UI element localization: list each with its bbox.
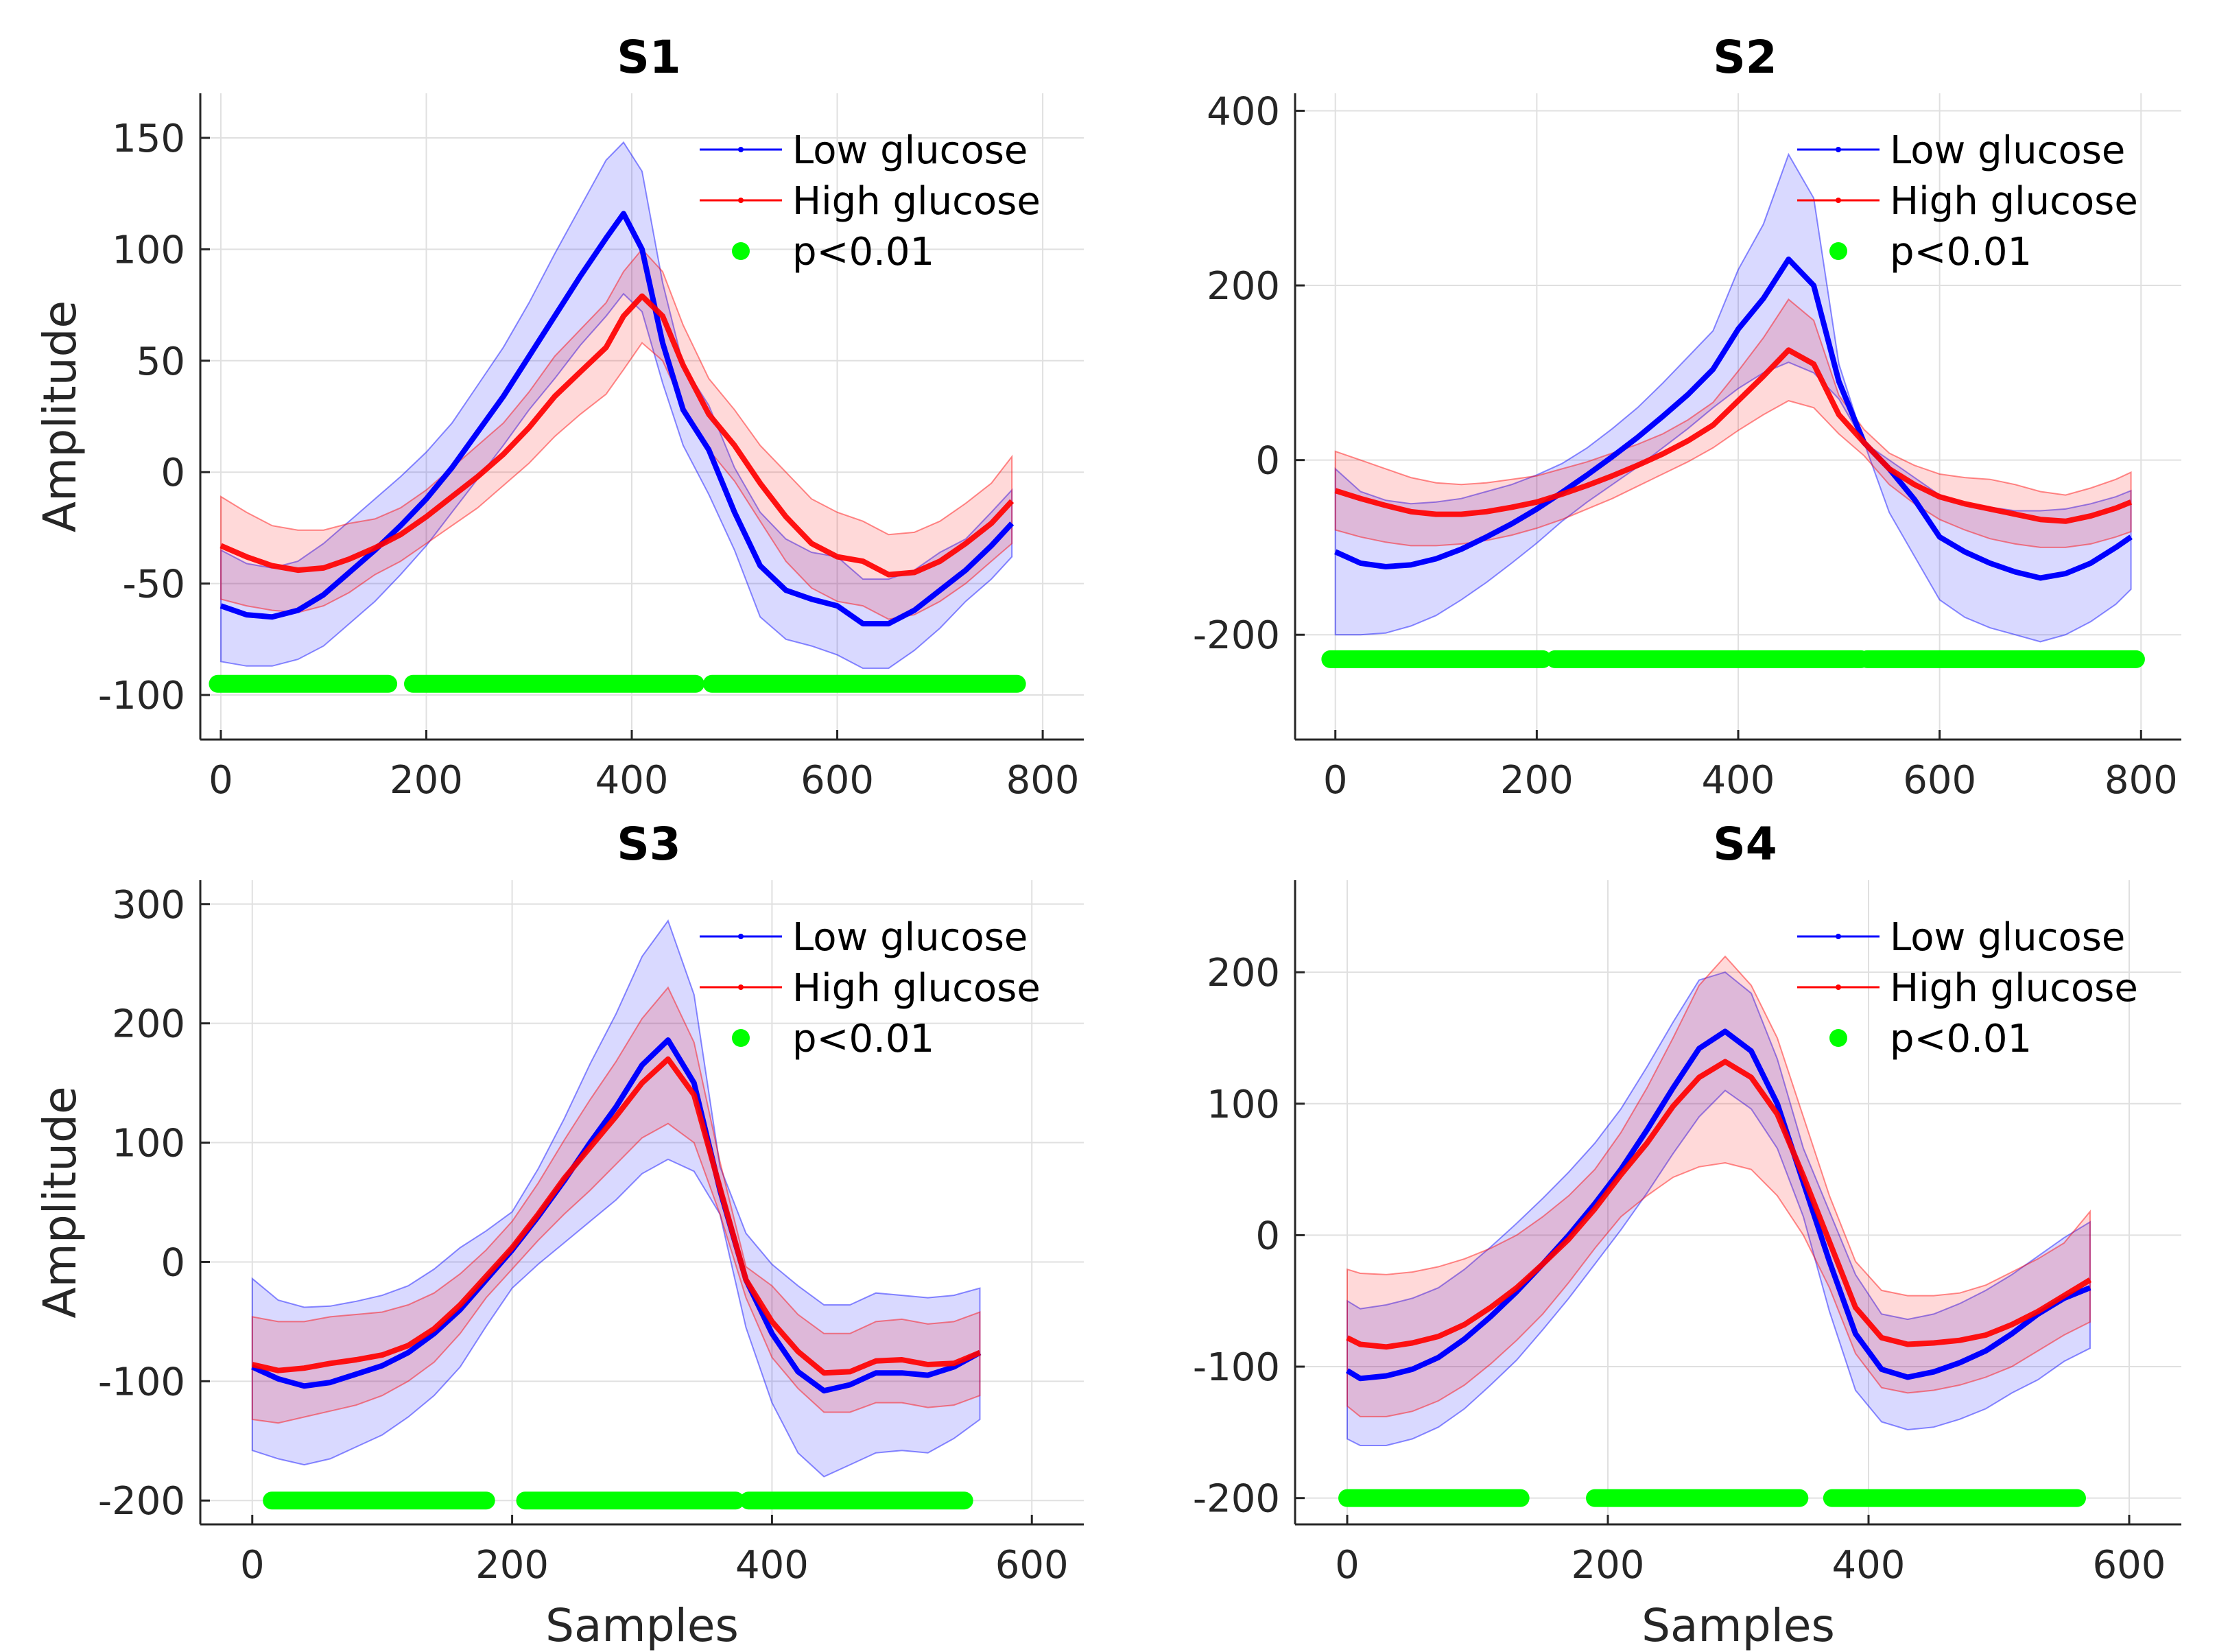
y-tick-label: 0 <box>1255 439 1280 484</box>
y-tick-label: 100 <box>112 1122 185 1166</box>
low-glucose-legend-marker <box>738 934 744 939</box>
y-tick-label: 50 <box>137 340 185 384</box>
y-tick-label: 200 <box>112 1002 185 1047</box>
y-tick-label: -100 <box>98 674 185 718</box>
legend-label: High glucose <box>1890 966 2138 1011</box>
x-tick-label: 200 <box>1572 1543 1645 1588</box>
high-glucose-legend-marker <box>738 198 744 203</box>
legend-label: Low glucose <box>792 128 1028 173</box>
low-glucose-line <box>1334 256 2133 581</box>
low-glucose-line <box>251 1037 982 1394</box>
significance-legend-marker <box>1829 1029 1847 1047</box>
y-tick-label: 150 <box>112 117 185 161</box>
x-tick-label: 600 <box>995 1543 1069 1588</box>
low-glucose-legend-marker <box>1836 147 1841 152</box>
legend-label: Low glucose <box>1890 128 2125 173</box>
y-tick-label: 0 <box>161 1240 185 1285</box>
x-tick-label: 200 <box>475 1543 549 1588</box>
y-tick-label: -50 <box>123 563 185 607</box>
high-glucose-line <box>251 1056 982 1376</box>
x-tick-label: 800 <box>1006 758 1080 803</box>
y-tick-label: -200 <box>1193 613 1280 658</box>
low-glucose-legend-marker <box>738 147 744 152</box>
y-tick-label: 0 <box>1255 1214 1280 1258</box>
legend-label: High glucose <box>1890 179 2138 224</box>
x-tick-label: 400 <box>1702 758 1775 803</box>
legend: Low glucose High glucose p<0.01 <box>1797 915 2138 1061</box>
low-glucose-band <box>1347 971 2091 1446</box>
panel-s1: 0 200 400 600 800 -100 -50 0 50 100 150 S1 Amplitude… <box>34 31 1084 803</box>
significance-legend-marker <box>1829 242 1847 260</box>
x-axis-label: Samples <box>1641 1599 1835 1652</box>
panel-title: S1 <box>617 31 680 84</box>
y-tick-label: -100 <box>98 1360 185 1404</box>
y-tick-label: 200 <box>1207 951 1280 995</box>
high-glucose-line <box>220 293 1015 578</box>
panel-title: S2 <box>1713 31 1777 84</box>
x-axis-label: Samples <box>545 1599 739 1652</box>
x-tick-label: 400 <box>1832 1543 1906 1588</box>
panel-title: S4 <box>1713 818 1777 871</box>
legend: Low glucose High glucose p<0.01 <box>700 128 1041 274</box>
y-tick-label: -200 <box>98 1479 185 1524</box>
legend-label: Low glucose <box>792 915 1028 960</box>
high-glucose-legend-marker <box>1836 984 1841 990</box>
y-tick-label: 0 <box>161 451 185 495</box>
x-tick-label: 400 <box>595 758 669 803</box>
x-tick-label: 0 <box>1323 758 1348 803</box>
x-tick-label: 0 <box>1335 1543 1360 1588</box>
y-tick-label: -200 <box>1193 1477 1280 1522</box>
high-glucose-legend-marker <box>738 984 744 990</box>
legend-label: p<0.01 <box>792 230 934 274</box>
x-tick-label: 600 <box>801 758 874 803</box>
y-axis-label: Amplitude <box>34 1086 86 1318</box>
high-glucose-band <box>1334 298 2132 548</box>
x-tick-label: 200 <box>1500 758 1574 803</box>
legend-label: p<0.01 <box>1890 230 2032 274</box>
high-glucose-band <box>251 986 981 1424</box>
x-tick-label: 600 <box>1903 758 1976 803</box>
x-tick-label: 0 <box>209 758 233 803</box>
high-glucose-band <box>220 248 1013 620</box>
legend-label: p<0.01 <box>1890 1017 2032 1061</box>
significance-legend-marker <box>732 242 750 260</box>
low-glucose-legend-marker <box>1836 934 1841 939</box>
x-tick-label: 400 <box>735 1543 809 1588</box>
panel-s3: 0 200 400 600 -200 -100 0 100 200 300 S3 Amplitude S… <box>34 818 1084 1652</box>
low-glucose-line <box>220 211 1015 627</box>
x-tick-label: 200 <box>390 758 463 803</box>
high-glucose-band <box>1347 955 2091 1417</box>
high-glucose-legend-marker <box>1836 198 1841 203</box>
legend-label: p<0.01 <box>792 1017 934 1061</box>
x-tick-label: 600 <box>2093 1543 2166 1588</box>
panel-s2: 0 200 400 600 800 -200 0 200 400 S2 Low glucose Hig… <box>1193 31 2181 803</box>
low-glucose-line <box>1345 1028 2091 1382</box>
high-glucose-line <box>1346 1059 2092 1350</box>
legend: Low glucose High glucose p<0.01 <box>700 915 1041 1061</box>
low-glucose-band <box>1334 152 2132 643</box>
significance-legend-marker <box>732 1029 750 1047</box>
y-tick-label: 400 <box>1207 89 1280 134</box>
y-tick-label: 100 <box>1207 1083 1280 1127</box>
x-tick-label: 800 <box>2105 758 2178 803</box>
panel-title: S3 <box>617 818 680 871</box>
x-tick-label: 0 <box>240 1543 265 1588</box>
panel-s4: 0 200 400 600 -200 -100 0 100 200 S4 Samples Low gl… <box>1193 818 2181 1652</box>
legend: Low glucose High glucose p<0.01 <box>1797 128 2138 274</box>
high-glucose-line <box>1334 347 2133 524</box>
y-axis-label: Amplitude <box>34 300 86 532</box>
legend-label: Low glucose <box>1890 915 2125 960</box>
low-glucose-band <box>251 919 981 1478</box>
legend-label: High glucose <box>792 966 1041 1011</box>
legend-label: High glucose <box>792 179 1041 224</box>
y-tick-label: -100 <box>1193 1345 1280 1390</box>
y-tick-label: 100 <box>112 228 185 272</box>
y-tick-label: 200 <box>1207 264 1280 309</box>
y-tick-label: 300 <box>112 883 185 928</box>
